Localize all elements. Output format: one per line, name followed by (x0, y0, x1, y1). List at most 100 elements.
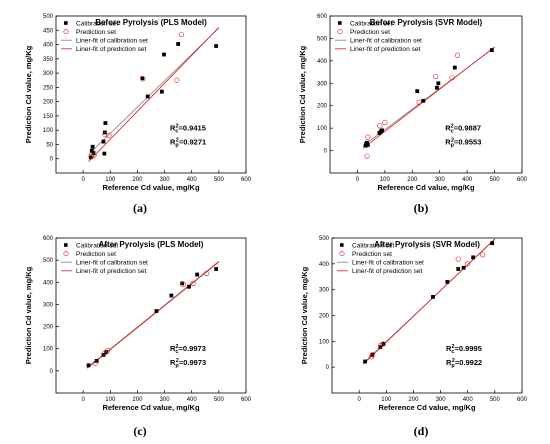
prediction-point (433, 73, 439, 80)
calibration-point (187, 284, 191, 289)
prediction-fit-line (362, 46, 495, 149)
chart-title: Before Pyrolysis (PLS Model) (95, 18, 207, 27)
x-tick-label: 500 (214, 177, 225, 183)
prediction-point (104, 347, 111, 354)
legend-label: Prediction set (352, 251, 392, 258)
plot-area (86, 260, 220, 369)
calibration-point (154, 309, 159, 313)
x-tick-label: 500 (490, 177, 501, 183)
y-tick-label: 400 (43, 43, 54, 49)
x-tick-label: 500 (214, 397, 225, 403)
x-tick-label: 600 (517, 177, 528, 183)
y-tick-label: 150 (43, 114, 54, 120)
calibration-point (363, 359, 368, 364)
calibration-point (103, 121, 108, 125)
calibration-point (88, 155, 93, 160)
calibration-fit-line (86, 260, 220, 368)
legend-label: Prediction set (350, 29, 390, 36)
plot-area (362, 238, 496, 365)
y-tick-label: 100 (43, 128, 54, 134)
prediction-point (190, 280, 196, 286)
y-tick-label: 400 (317, 59, 328, 65)
x-tick-label: 100 (380, 177, 391, 183)
chart-panel-d: After Pyrolysis (SVR Model) 0 100 200 300 400… (300, 236, 528, 438)
plot-frame (55, 237, 247, 394)
stat-rc: Rc2=0.9973 (170, 344, 206, 355)
legend: Calibration set Prediction set Liner-fit o… (337, 242, 424, 275)
y-tick-label: 0 (326, 365, 330, 371)
calibration-point (490, 241, 495, 246)
y-tick-label: 350 (43, 57, 54, 63)
stat-rc: Rc2=0.9995 (446, 344, 482, 355)
x-tick-label: 100 (105, 397, 116, 403)
x-tick-label: 600 (517, 397, 528, 403)
x-tick-label: 0 (356, 177, 360, 183)
plot-area (362, 46, 495, 159)
legend-label: Liner-fit of prediction set (76, 268, 147, 275)
y-tick-label: 600 (43, 236, 54, 242)
y-tick-label: 200 (43, 100, 54, 106)
prediction-point (174, 77, 180, 83)
prediction-fit-line (88, 27, 220, 162)
x-tick-label: 200 (407, 177, 418, 183)
prediction-point (102, 131, 108, 138)
legend-square-icon (338, 21, 342, 25)
y-tick-label: 100 (317, 126, 328, 132)
x-tick-label: 0 (81, 397, 85, 403)
y-tick-label: 300 (43, 71, 54, 77)
y-tick-label: 300 (319, 288, 330, 294)
x-axis-label: Reference Cd value, mg/Kg (102, 403, 200, 412)
calibration-point (378, 345, 383, 349)
y-tick-label: 50 (46, 142, 53, 148)
prediction-point (380, 341, 386, 347)
prediction-point (365, 134, 371, 140)
legend-circle-icon (339, 251, 345, 257)
legend-label: Calibration set (76, 20, 118, 27)
calibration-point (102, 151, 107, 156)
legend-circle-icon (337, 29, 343, 35)
calibration-point (101, 139, 106, 144)
legend-square-icon (340, 243, 344, 247)
y-tick-label: 500 (43, 14, 54, 20)
chart-panel-b: Before Pyrolysis (SVR Model) 0 100 200 300 40… (298, 14, 528, 215)
subfigure-label: (a) (133, 201, 147, 215)
prediction-point (140, 76, 146, 82)
x-tick-label: 400 (463, 397, 474, 403)
y-tick-label: 200 (43, 325, 54, 331)
stat-rp: Rp2=0.9973 (170, 358, 206, 369)
calibration-point (489, 48, 494, 52)
calibration-point (436, 81, 441, 86)
calibration-point (102, 130, 107, 135)
y-tick-label: 100 (319, 339, 330, 345)
x-tick-label: 200 (132, 397, 143, 403)
calibration-point (145, 94, 150, 99)
calibration-point (381, 342, 386, 346)
calibration-point (421, 98, 426, 103)
y-axis-label: Prediction Cd value, mg/Kg (24, 266, 33, 364)
x-tick-label: 0 (81, 177, 85, 183)
x-axis-label: Reference Cd value, mg/Kg (377, 183, 475, 192)
calibration-point (104, 350, 109, 354)
legend-label: Liner-fit of prediction set (76, 46, 147, 53)
stat-rc: Rc2=0.9415 (170, 124, 206, 135)
y-tick-label: 0 (50, 369, 54, 375)
legend-label: Liner-fit of calibration set (352, 260, 424, 267)
calibration-point (214, 44, 219, 48)
x-tick-label: 0 (357, 397, 361, 403)
x-axis-label: Reference Cd value, mg/Kg (378, 403, 476, 412)
prediction-point (454, 52, 461, 58)
x-tick-label: 300 (160, 397, 171, 403)
subfigure-label: (b) (414, 201, 429, 215)
y-axis-label: Prediction Cd value, mg/Kg (24, 45, 33, 143)
prediction-point (416, 99, 422, 105)
x-tick-label: 600 (241, 177, 252, 183)
x-tick-label: 400 (187, 177, 198, 183)
x-tick-label: 600 (241, 397, 252, 403)
calibration-point (89, 148, 94, 153)
prediction-point (102, 350, 108, 356)
x-tick-label: 300 (435, 177, 446, 183)
x-tick-label: 400 (462, 177, 473, 183)
stat-rp: Rp2=0.9553 (445, 138, 481, 149)
prediction-fit-line (86, 261, 220, 369)
